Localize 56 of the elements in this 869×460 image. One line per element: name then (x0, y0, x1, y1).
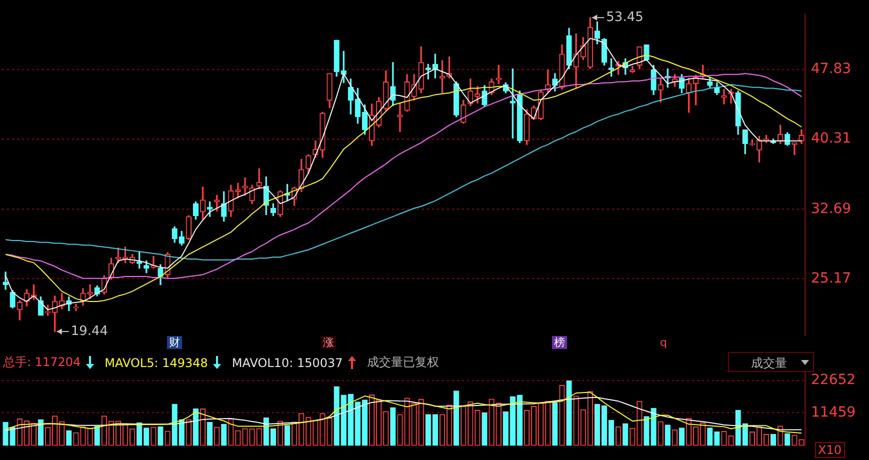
y-tick-label: 40.31 (811, 130, 852, 147)
annotation: MAVOL5: 149348 (104, 356, 208, 370)
bar (707, 428, 713, 446)
bar (144, 428, 150, 446)
bar (66, 430, 72, 446)
y-tick-label: 47.83 (811, 61, 852, 78)
candlestick (242, 177, 248, 196)
bar (270, 428, 276, 446)
bar (678, 428, 685, 446)
text: X10 (815, 442, 844, 458)
y-tick-label: 11459 (811, 404, 856, 420)
dropdown-field: 成交量 (728, 352, 814, 372)
bar (178, 419, 184, 446)
bar (158, 426, 164, 446)
bar (340, 394, 346, 446)
bar (432, 414, 438, 446)
y-tick-label: 22652 (811, 372, 856, 388)
bar (784, 433, 790, 446)
bar (502, 412, 508, 446)
bar (284, 425, 290, 446)
bar (735, 410, 741, 446)
annotation: 成交量已复权 (366, 354, 439, 371)
candlestick (721, 88, 727, 104)
bar (482, 412, 488, 446)
bar (644, 416, 650, 446)
candlestick (2, 272, 8, 290)
bar (714, 431, 720, 446)
text: q (659, 336, 668, 349)
bar (2, 422, 8, 446)
bar (10, 426, 16, 446)
annotation: MAVOL10: 150037 (232, 356, 343, 370)
bar (390, 407, 396, 446)
candlestick (397, 102, 403, 132)
annotation: 总手: 117204 (3, 354, 81, 371)
bar (206, 422, 213, 446)
annotation: 19.44 (70, 324, 108, 339)
bar (552, 402, 558, 446)
text: 涨 (321, 336, 336, 349)
annotation: 53.45 (606, 10, 644, 26)
bar (172, 404, 178, 446)
text: 榜 (552, 336, 567, 349)
bar (566, 380, 572, 446)
text: 财 (167, 336, 182, 349)
bar (221, 424, 227, 446)
annotation: 成交量 (751, 355, 787, 372)
bar (454, 390, 460, 446)
bar (334, 386, 340, 446)
bar (650, 408, 656, 446)
bar (425, 414, 431, 446)
bar (664, 424, 670, 446)
bar (770, 434, 776, 446)
y-tick-label: 25.17 (811, 270, 852, 286)
bar (192, 408, 199, 446)
bar (622, 423, 628, 446)
bar (94, 426, 100, 446)
y-tick-label: 32.69 (811, 200, 852, 217)
